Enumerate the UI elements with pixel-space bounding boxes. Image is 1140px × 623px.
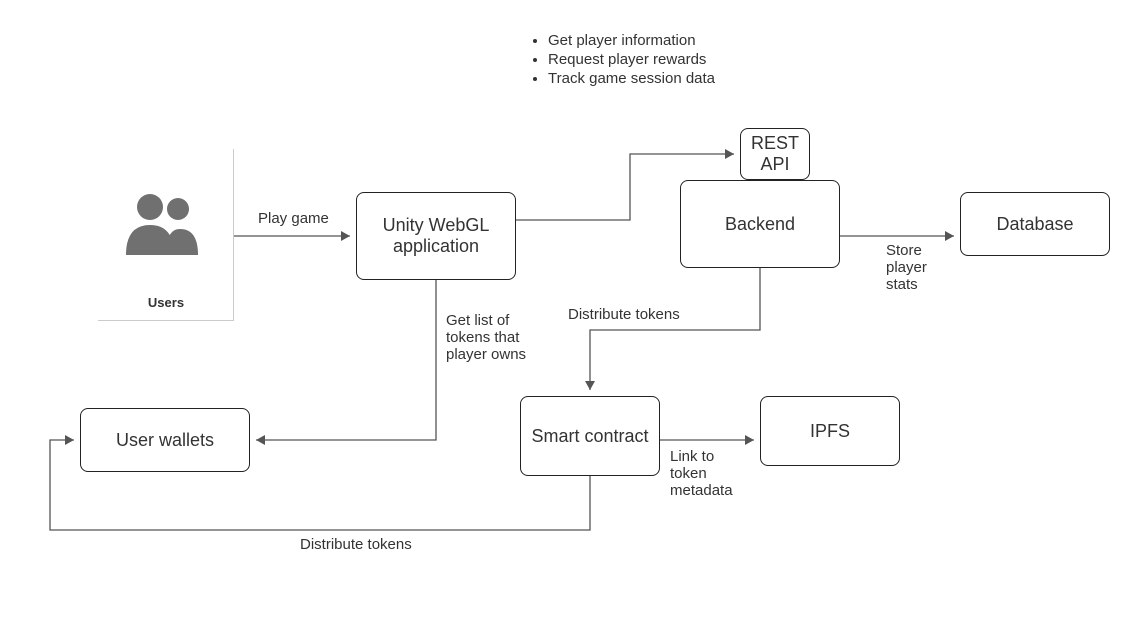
rest-api-bullets: Get player information Request player re… [530, 32, 740, 89]
node-ipfs: IPFS [760, 396, 900, 466]
node-database-label: Database [996, 214, 1073, 235]
node-ipfs-label: IPFS [810, 421, 850, 442]
node-wallets-label: User wallets [116, 430, 214, 451]
edge-label-link-metadata: Link to token metadata [670, 448, 760, 499]
node-database: Database [960, 192, 1110, 256]
node-unity: Unity WebGL application [356, 192, 516, 280]
bullet-item: Track game session data [548, 70, 740, 87]
bullet-item: Get player information [548, 32, 740, 49]
users-caption: Users [98, 295, 234, 310]
edge-label-get-tokens: Get list of tokens that player owns [446, 312, 556, 363]
node-unity-label: Unity WebGL application [361, 215, 511, 257]
edge-label-distribute-backend: Distribute tokens [568, 306, 728, 323]
edge-label-store-stats: Store player stats [886, 242, 946, 293]
node-backend: Backend [680, 180, 840, 268]
edge-label-play-game: Play game [258, 210, 348, 227]
node-smart-label: Smart contract [531, 426, 648, 447]
node-rest-api-label: REST API [745, 133, 805, 175]
node-rest-api: REST API [740, 128, 810, 180]
users-icon [120, 189, 210, 264]
node-wallets: User wallets [80, 408, 250, 472]
node-backend-label: Backend [725, 214, 795, 235]
node-smart: Smart contract [520, 396, 660, 476]
bullet-item: Request player rewards [548, 51, 740, 68]
edge-label-distribute-wallets: Distribute tokens [300, 536, 460, 553]
